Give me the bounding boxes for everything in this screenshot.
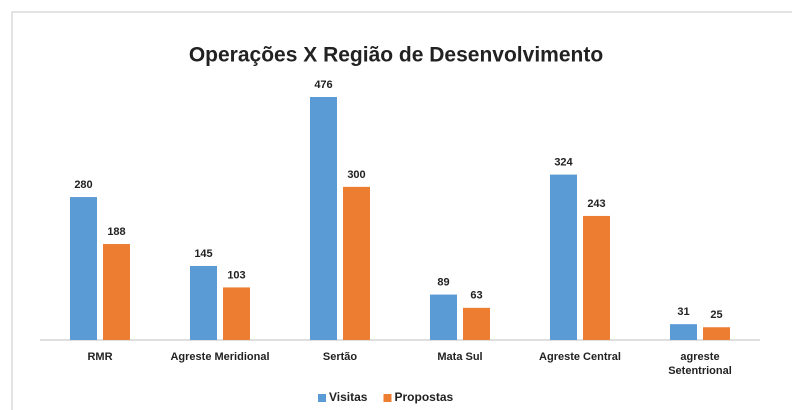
legend-swatch [318, 394, 326, 402]
data-label: 188 [107, 226, 125, 238]
bar [463, 307, 490, 340]
chart-frame [11, 11, 792, 410]
data-label: 31 [677, 306, 689, 318]
legend-swatch [383, 394, 392, 402]
bar [223, 287, 250, 340]
x-tick-label: RMR [87, 351, 113, 363]
bar [343, 186, 370, 340]
bar [583, 215, 610, 340]
bar [70, 197, 97, 340]
data-label: 280 [74, 179, 92, 191]
bar [670, 324, 697, 340]
data-label: 103 [227, 269, 245, 281]
data-label: 476 [314, 79, 332, 91]
bar [103, 244, 130, 340]
x-tick-label: Agreste Meridional [170, 351, 270, 363]
data-label: 300 [347, 169, 365, 181]
data-label: 63 [470, 290, 482, 302]
x-tick-label: Sertão [322, 351, 358, 363]
x-tick-label: agreste Setentrional [668, 351, 732, 377]
data-label: 25 [710, 309, 722, 321]
x-tick-label: Agreste Central [539, 351, 621, 363]
data-label: 89 [437, 276, 449, 288]
bar [190, 265, 217, 340]
data-label: 145 [194, 248, 212, 260]
x-tick-label: Mata Sul [437, 351, 483, 363]
data-label: 243 [587, 198, 605, 210]
legend-label: Visitas [329, 390, 368, 404]
chart-title: Operações X Região de Desenvolvimento [189, 44, 603, 67]
bar [430, 294, 457, 340]
data-label: 324 [554, 157, 573, 169]
bar [703, 327, 730, 340]
bar [310, 97, 337, 340]
legend-label: Propostas [394, 390, 453, 404]
bar [550, 174, 577, 340]
